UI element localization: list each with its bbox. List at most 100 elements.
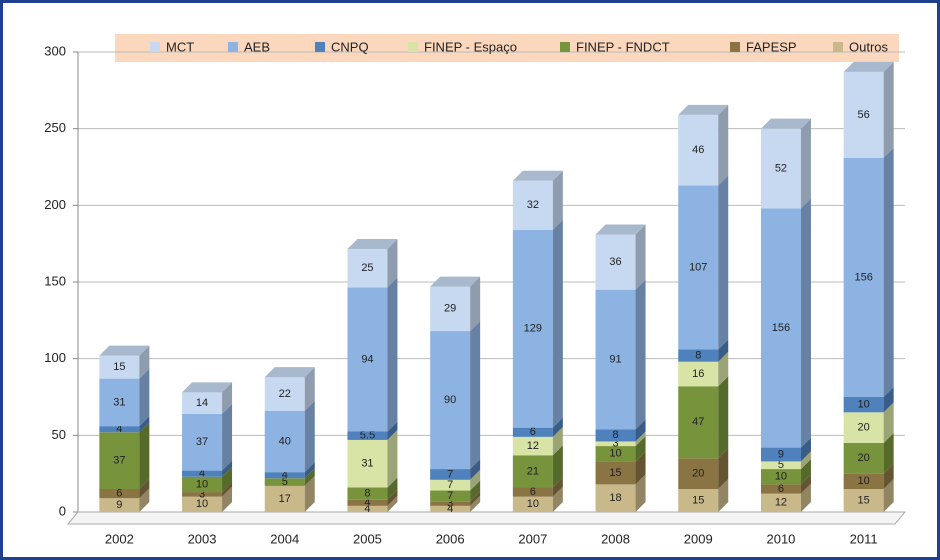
value-label: 10 <box>858 475 870 487</box>
bar-segment <box>347 499 388 506</box>
value-label: 37 <box>196 436 208 448</box>
value-label: 12 <box>775 497 787 509</box>
value-label: 10 <box>196 478 208 490</box>
bar-segment <box>99 498 140 512</box>
bar-segment <box>760 128 801 209</box>
value-label: 12 <box>527 440 539 452</box>
bar-segment <box>347 287 388 432</box>
bar-segment <box>760 208 801 448</box>
value-label: 4 <box>116 423 122 435</box>
bar-side <box>470 321 481 470</box>
y-tick-label: 200 <box>44 197 66 212</box>
bar-side <box>304 475 315 512</box>
value-label: 8 <box>695 350 701 362</box>
bar-side <box>883 479 894 512</box>
bar-side <box>470 276 481 332</box>
bar-side <box>800 459 811 485</box>
bar-segment <box>760 484 801 494</box>
value-label: 21 <box>527 465 539 477</box>
value-label: 46 <box>692 144 704 156</box>
bar-segment <box>843 412 884 443</box>
bar-segment <box>678 114 719 186</box>
legend-swatch <box>730 42 740 52</box>
value-label: 17 <box>279 493 291 505</box>
bar-segment <box>264 410 305 473</box>
legend-label: FINEP - Espaço <box>424 39 517 54</box>
value-label: 25 <box>361 262 373 274</box>
bar-segment <box>264 472 305 479</box>
bar-segment <box>430 479 471 491</box>
bar-side <box>718 479 729 512</box>
bar-side <box>635 436 646 462</box>
value-label: 129 <box>524 323 542 335</box>
value-label: 90 <box>444 394 456 406</box>
bar-side <box>552 426 563 456</box>
bar-side <box>635 419 646 442</box>
bar-side <box>387 239 398 288</box>
value-label: 16 <box>692 368 704 380</box>
value-label: 10 <box>196 498 208 510</box>
value-label: 31 <box>361 458 373 470</box>
bar-side <box>883 147 894 397</box>
legend-label: AEB <box>244 39 270 54</box>
bar-side <box>635 224 646 290</box>
x-tick-label: 2011 <box>850 531 878 546</box>
bar-side <box>552 170 563 230</box>
bar-side <box>635 431 646 447</box>
value-label: 5 <box>778 459 784 471</box>
y-tick-label: 100 <box>44 350 66 365</box>
bar-side <box>718 175 729 350</box>
bar-segment <box>595 446 636 462</box>
bar-side <box>552 486 563 512</box>
bar-side <box>222 382 233 414</box>
bar-top <box>595 224 646 235</box>
bar-segment <box>430 286 471 332</box>
bar-side <box>883 387 894 413</box>
bar-top <box>430 276 481 287</box>
bar-segment <box>760 469 801 485</box>
x-tick-label: 2006 <box>436 531 465 546</box>
value-label: 52 <box>775 162 787 174</box>
value-label: 15 <box>609 467 621 479</box>
value-label: 8 <box>364 488 370 500</box>
bar-side <box>883 61 894 158</box>
legend-swatch <box>408 42 418 52</box>
bar-segment <box>595 441 636 447</box>
bar-segment <box>512 487 553 497</box>
value-label: 4 <box>364 503 370 515</box>
bar-side <box>552 417 563 437</box>
legend-label: FINEP - FNDCT <box>576 39 670 54</box>
bar-segment <box>430 505 471 512</box>
value-label: 4 <box>282 469 288 481</box>
bar-side <box>800 451 811 470</box>
value-label: 156 <box>772 322 790 334</box>
bar-segment <box>347 249 388 288</box>
bar-side <box>883 402 894 443</box>
bar-segment <box>430 331 471 470</box>
value-label: 91 <box>609 353 621 365</box>
bar-side <box>718 339 729 362</box>
bar-side <box>800 118 811 209</box>
bar-segment <box>678 185 719 350</box>
value-label: 6 <box>530 426 536 438</box>
value-label: 20 <box>858 452 870 464</box>
legend-swatch <box>150 42 160 52</box>
x-tick-label: 2009 <box>684 531 713 546</box>
bar-top <box>678 104 729 115</box>
bar-segment <box>182 476 223 493</box>
value-label: 5.5 <box>360 430 375 442</box>
bar-side <box>139 422 150 489</box>
bar-segment <box>843 473 884 489</box>
bar-side <box>635 451 646 485</box>
value-label: 10 <box>527 498 539 510</box>
value-label: 20 <box>692 468 704 480</box>
bar-segment <box>430 490 471 502</box>
bar-segment <box>678 489 719 512</box>
value-label: 5 <box>282 476 288 488</box>
bar-segment <box>595 484 636 512</box>
legend-swatch <box>560 42 570 52</box>
bar-segment <box>264 478 305 486</box>
bar-segment <box>182 496 223 512</box>
value-label: 40 <box>279 435 291 447</box>
bar-segment <box>430 501 471 506</box>
